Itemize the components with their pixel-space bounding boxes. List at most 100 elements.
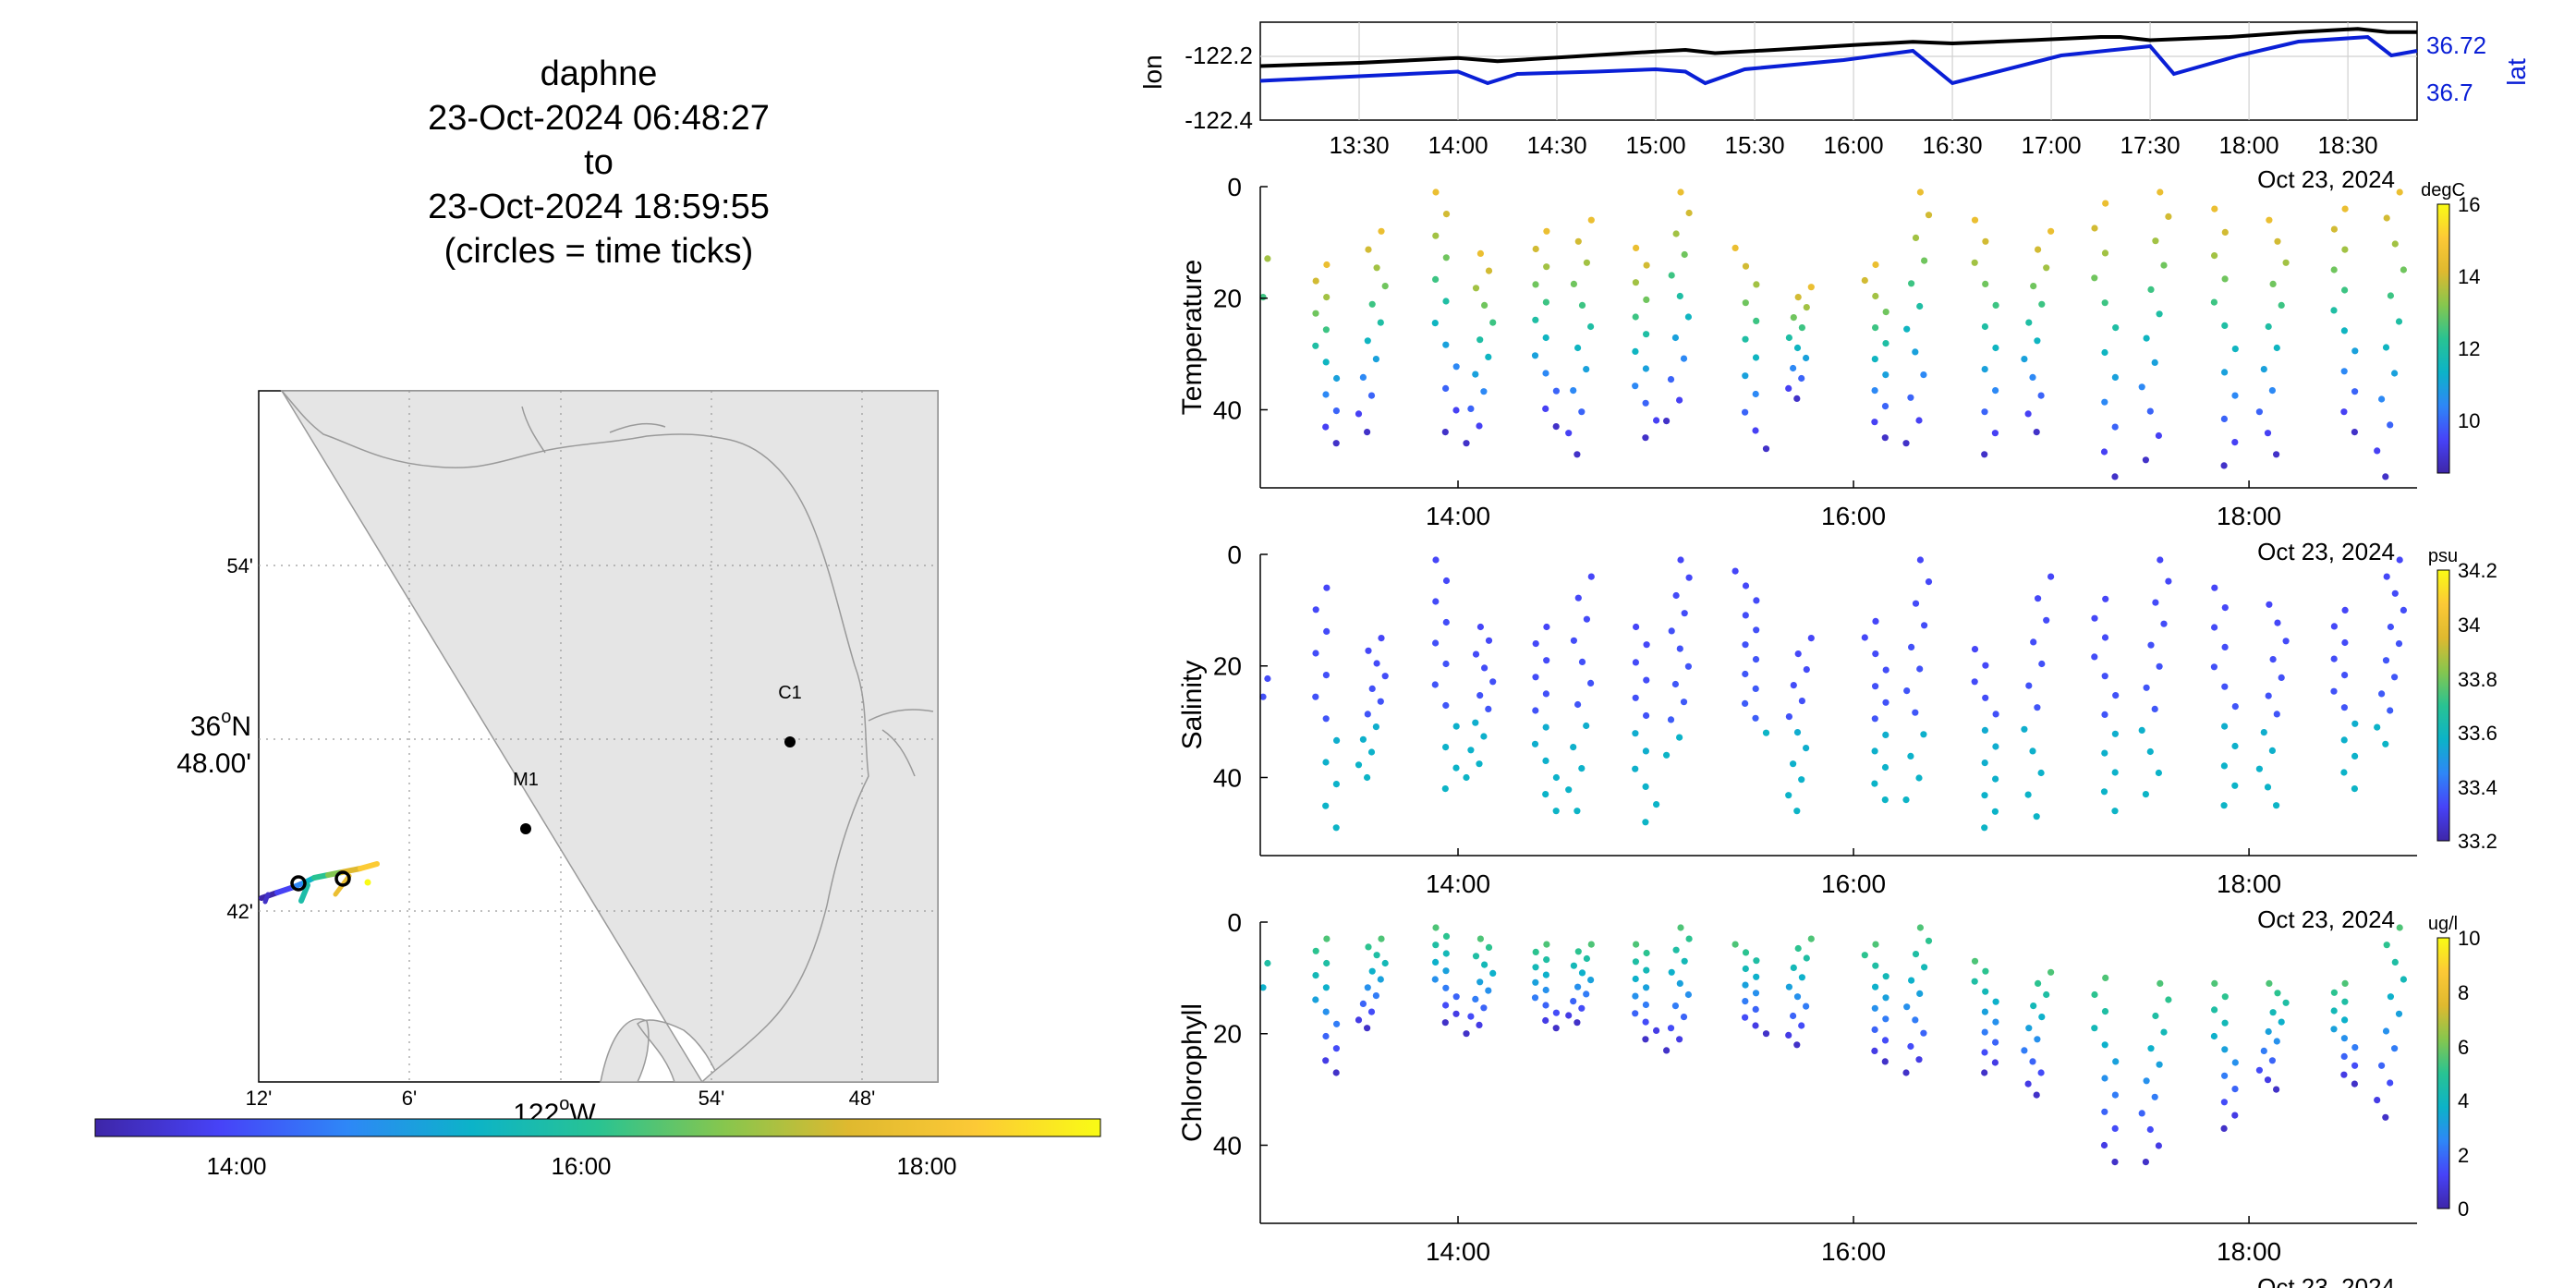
temp-point xyxy=(1367,392,1376,399)
temp-point xyxy=(2255,408,2263,416)
chl-point xyxy=(1861,952,1868,959)
chl-point xyxy=(2391,958,2399,966)
chl-point xyxy=(2340,1052,2348,1060)
salinity-x-ticks: 14:00 16:00 18:00 Oct 23, 2024 xyxy=(1426,848,2395,933)
temp-point xyxy=(1677,188,1684,196)
sal-point xyxy=(2033,813,2040,820)
temperature-x-ticks: 14:00 16:00 18:00 Oct 23, 2024 xyxy=(1426,480,2395,565)
temp-point xyxy=(2340,368,2348,375)
chl-point xyxy=(1442,984,1450,991)
temp-point xyxy=(2351,388,2359,395)
sal-point xyxy=(1872,683,1879,690)
temp-point xyxy=(2210,298,2218,306)
temp-point xyxy=(1355,410,1363,418)
sal-point xyxy=(1902,796,1910,804)
temp-point xyxy=(1992,301,1999,309)
sal-point xyxy=(1676,734,1683,741)
sal-point xyxy=(1472,719,1479,726)
sal-point xyxy=(1916,556,1924,564)
chl-point xyxy=(2387,993,2394,1001)
sal-point xyxy=(2221,683,2229,690)
temp-point xyxy=(2030,283,2037,290)
sal-point xyxy=(1332,781,1340,788)
temp-date-label: Oct 23, 2024 xyxy=(2257,538,2395,565)
temp-point xyxy=(1742,372,1749,380)
chl-point xyxy=(1982,988,1989,995)
chl-point xyxy=(2374,1097,2381,1104)
temp-point xyxy=(2387,421,2394,429)
chl-point xyxy=(1992,998,1999,1005)
chl-point xyxy=(1753,957,1760,965)
temp-point xyxy=(2152,237,2159,245)
sal-point xyxy=(2382,657,2390,664)
temp-point xyxy=(2101,398,2108,406)
chl-point xyxy=(1442,1002,1450,1009)
sal-point xyxy=(1632,694,1639,701)
sal-point xyxy=(2160,620,2168,627)
chl-point xyxy=(1798,1022,1805,1029)
sal-x-tick: 16:00 xyxy=(1821,869,1886,898)
temp-point xyxy=(1323,294,1331,301)
sal-point xyxy=(1489,678,1497,686)
chl-point xyxy=(1982,967,1989,975)
chl-point xyxy=(1365,943,1372,951)
sal-point xyxy=(1753,597,1760,604)
temp-point xyxy=(2037,392,2045,399)
chl-point xyxy=(2351,1062,2359,1069)
temp-point xyxy=(1908,280,1915,287)
sal-y-tick: 40 xyxy=(1213,763,1242,792)
sal-cbar-tick-34-2: 34.2 xyxy=(2458,559,2497,582)
sal-point xyxy=(2030,638,2037,646)
sal-cbar-tick-33-2: 33.2 xyxy=(2458,830,2497,853)
sal-point xyxy=(1912,600,1920,607)
sal-point xyxy=(1441,785,1449,793)
temp-point xyxy=(2264,430,2272,437)
chl-point xyxy=(1803,954,1810,962)
chl-point xyxy=(2033,1091,2040,1099)
chl-point xyxy=(1798,974,1805,981)
temp-point xyxy=(2351,347,2359,355)
chl-point xyxy=(1432,942,1440,949)
temp-point xyxy=(1671,334,1679,342)
sal-point xyxy=(1532,640,1539,648)
position-chart-date-label: Oct 23, 2024 xyxy=(2257,165,2395,193)
temp-point xyxy=(1442,211,1451,218)
sal-point xyxy=(2274,619,2281,626)
temp-point xyxy=(1872,324,1879,332)
temp-point xyxy=(1672,230,1680,237)
chl-point xyxy=(1881,1058,1889,1065)
chl-point xyxy=(1872,962,1879,969)
temp-point xyxy=(1476,249,1484,257)
chl-point xyxy=(2142,1159,2149,1166)
temp-point xyxy=(1798,374,1805,383)
temp-point xyxy=(1485,267,1493,274)
temp-y-tick: 0 xyxy=(1227,173,1242,201)
lon-tick-122-4: -122.4 xyxy=(1185,106,1253,134)
sal-point xyxy=(1574,808,1581,815)
chl-point xyxy=(2395,1010,2403,1017)
sal-date-label: Oct 23, 2024 xyxy=(2257,905,2395,933)
sal-point xyxy=(1264,674,1271,683)
chl-point xyxy=(2038,1014,2046,1021)
chl-point xyxy=(1359,1000,1367,1007)
sal-point xyxy=(1672,591,1680,600)
chl-point xyxy=(2220,1124,2228,1132)
chl-point xyxy=(2273,1038,2280,1045)
temp-point xyxy=(1574,237,1582,245)
position-chart-y-right-ticks: 36.72 36.7 xyxy=(2426,31,2486,106)
chl-point xyxy=(1574,948,1582,955)
chl-point xyxy=(2211,1006,2218,1014)
chl-point xyxy=(1472,953,1480,960)
temp-cbar-tick-10: 10 xyxy=(2458,409,2480,432)
lat-label-degree-sign: o xyxy=(221,707,231,727)
chl-point xyxy=(1992,1018,1999,1026)
sal-point xyxy=(1872,650,1879,658)
chl-point xyxy=(1452,993,1460,1001)
sal-point xyxy=(1322,759,1330,766)
chl-point xyxy=(2111,1091,2119,1099)
sal-point xyxy=(1323,627,1331,636)
temp-point xyxy=(2146,407,2154,415)
sal-point xyxy=(2211,624,2218,631)
temp-point xyxy=(1587,216,1595,224)
chl-point xyxy=(1565,1012,1573,1019)
